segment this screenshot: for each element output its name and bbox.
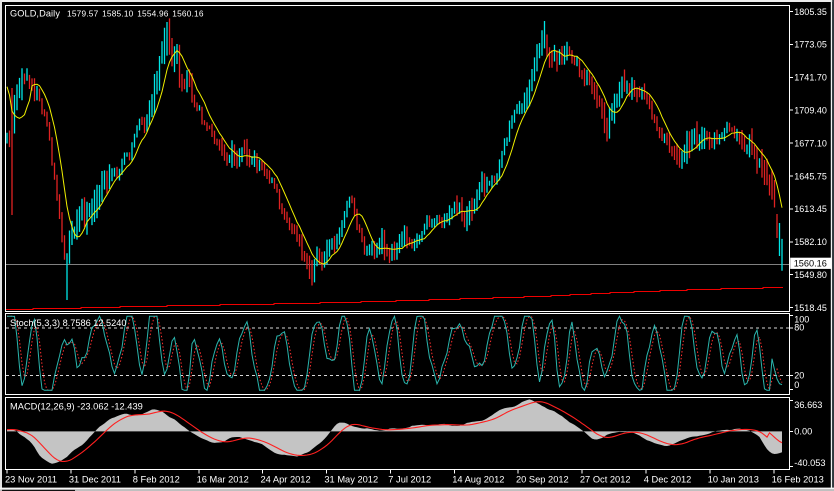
svg-text:24 Apr 2012: 24 Apr 2012 [261,475,311,485]
svg-text:16 Feb 2013: 16 Feb 2013 [772,475,824,485]
svg-text:1549.80: 1549.80 [794,270,827,280]
svg-text:1560.16: 1560.16 [794,258,827,268]
svg-text:1741.70: 1741.70 [794,73,827,83]
svg-text:1709.40: 1709.40 [794,106,827,116]
svg-text:27 Oct 2012: 27 Oct 2012 [580,475,631,485]
svg-text:1582.10: 1582.10 [794,237,827,247]
svg-text:4 Dec 2012: 4 Dec 2012 [644,475,692,485]
svg-text:100: 100 [794,315,809,325]
svg-text:GOLD,Daily: GOLD,Daily [10,8,60,18]
svg-text:1579.57 1585.10 1554.96 1560.1: 1579.57 1585.10 1554.96 1560.16 [67,8,204,18]
svg-text:31 Dec 2011: 31 Dec 2011 [69,475,121,485]
svg-text:20: 20 [794,371,804,381]
svg-text:80: 80 [794,323,804,333]
svg-text:Stoch(5,3,3) 8.7586 12.5240: Stoch(5,3,3) 8.7586 12.5240 [10,318,126,328]
svg-text:1773.05: 1773.05 [794,40,827,50]
svg-text:10 Jan 2013: 10 Jan 2013 [708,475,759,485]
svg-text:7 Jul 2012: 7 Jul 2012 [388,475,431,485]
svg-text:16 Mar 2012: 16 Mar 2012 [197,475,249,485]
svg-text:-40.053: -40.053 [794,458,825,468]
svg-text:36.663: 36.663 [794,400,822,410]
svg-text:1518.45: 1518.45 [794,303,827,313]
svg-text:14 Aug 2012: 14 Aug 2012 [452,475,504,485]
svg-text:1805.35: 1805.35 [794,7,827,17]
svg-text:8 Feb 2012: 8 Feb 2012 [133,475,180,485]
svg-text:1613.45: 1613.45 [794,204,827,214]
svg-text:0: 0 [794,380,799,390]
svg-text:MACD(12,26,9) -23.062 -12.439: MACD(12,26,9) -23.062 -12.439 [10,401,143,411]
svg-text:1677.10: 1677.10 [794,138,827,148]
svg-text:31 May 2012: 31 May 2012 [324,475,378,485]
svg-text:0.00: 0.00 [794,427,812,437]
svg-text:1645.75: 1645.75 [794,171,827,181]
svg-text:20 Sep 2012: 20 Sep 2012 [516,475,569,485]
svg-text:23 Nov 2011: 23 Nov 2011 [5,475,57,485]
